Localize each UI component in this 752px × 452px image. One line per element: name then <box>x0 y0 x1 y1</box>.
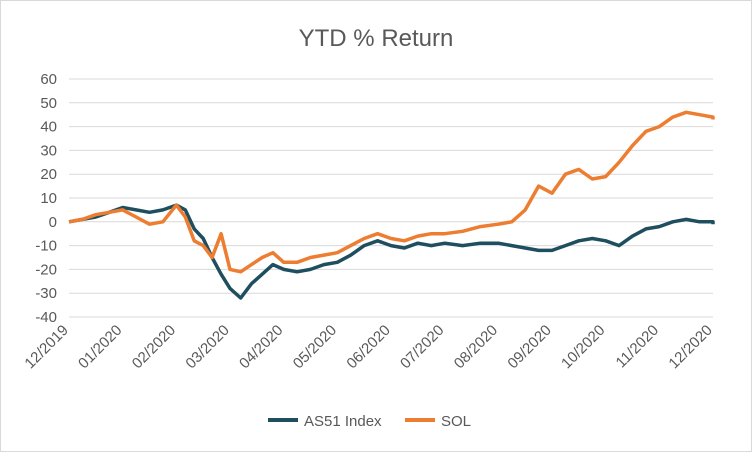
x-tick-label: 01/2020 <box>75 322 125 372</box>
x-tick-label: 12/2019 <box>21 322 71 372</box>
y-tick-label: 40 <box>40 119 57 136</box>
y-tick-label: -30 <box>35 285 57 302</box>
legend-label-as51: AS51 Index <box>304 413 382 430</box>
x-tick-label: 11/2020 <box>613 322 663 372</box>
y-tick-label: 30 <box>40 142 57 159</box>
x-tick-label: 07/2020 <box>397 322 447 372</box>
series-line-as51 <box>68 203 715 300</box>
x-tick-label: 05/2020 <box>290 322 340 372</box>
y-tick-label: 20 <box>40 166 57 183</box>
y-tick-label: -10 <box>35 238 57 255</box>
x-tick-label: 06/2020 <box>343 322 393 372</box>
x-tick-label: 02/2020 <box>129 322 179 372</box>
x-tick-label: 03/2020 <box>182 322 232 372</box>
y-tick-label: -20 <box>35 261 57 278</box>
legend-label-sol: SOL <box>441 413 471 430</box>
y-axis-ticks: 60 50 40 30 20 10 0 -10 -20 -30 -40 <box>35 71 57 326</box>
x-axis-ticks: 12/2019 01/2020 02/2020 03/2020 04/2020 05/20… <box>21 322 715 372</box>
y-tick-label: 10 <box>40 190 57 207</box>
legend-item-sol: SOL <box>405 413 471 430</box>
series-lines <box>68 110 715 300</box>
x-tick-label: 08/2020 <box>451 322 501 372</box>
x-tick-label: 04/2020 <box>236 322 286 372</box>
series-line-sol <box>68 110 715 274</box>
gridlines <box>69 78 713 318</box>
x-tick-label: 09/2020 <box>504 322 554 372</box>
y-tick-label: 0 <box>49 214 57 231</box>
x-tick-label: 12/2020 <box>665 322 715 372</box>
legend-item-as51: AS51 Index <box>268 413 382 430</box>
legend: AS51 Index SOL <box>268 413 471 430</box>
y-tick-label: -40 <box>35 309 57 326</box>
y-tick-label: 60 <box>40 71 57 88</box>
y-tick-label: 50 <box>40 95 57 112</box>
chart-title: YTD % Return <box>299 25 454 52</box>
x-tick-label: 10/2020 <box>558 322 608 372</box>
